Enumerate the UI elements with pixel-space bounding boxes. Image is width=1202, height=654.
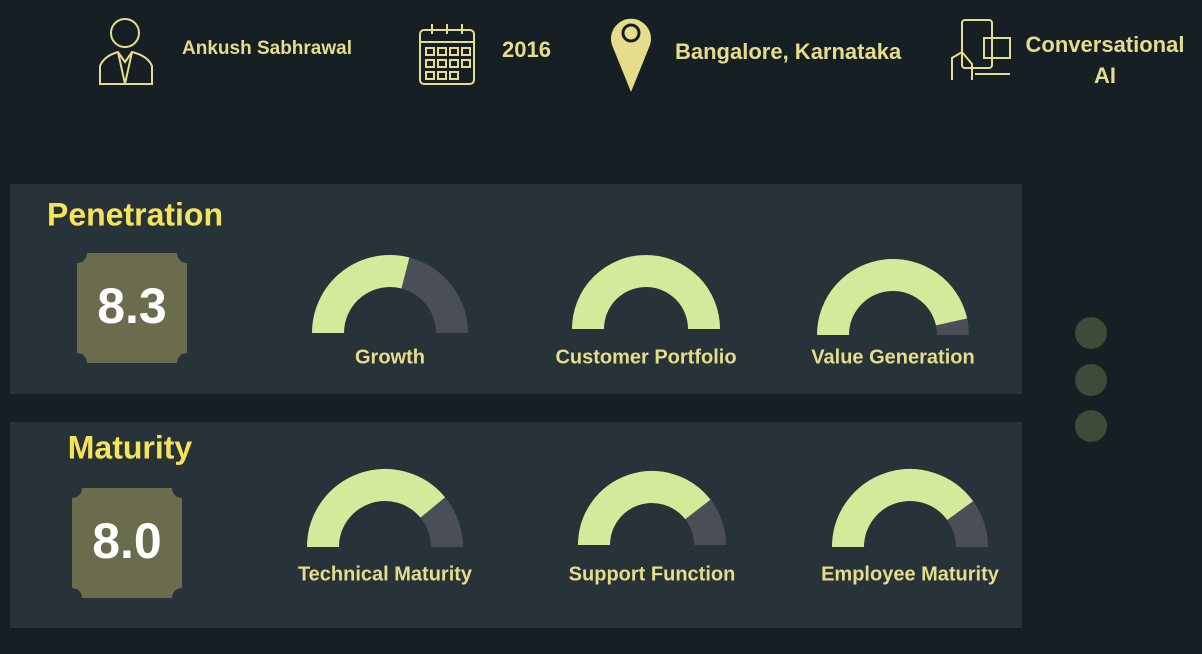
score-box <box>77 253 187 363</box>
gauge-fill <box>307 469 446 548</box>
ai-icon <box>951 19 1011 80</box>
location: Bangalore, Karnataka <box>675 39 902 64</box>
score-box <box>72 488 182 598</box>
year: 2016 <box>502 37 551 62</box>
calendar-icon <box>419 24 475 85</box>
gauge-label: Support Function <box>569 563 736 585</box>
section-title: Maturity <box>68 429 193 465</box>
gauge-fill <box>578 471 711 546</box>
gauge-fill <box>572 255 720 330</box>
score: 8.0 <box>92 513 162 569</box>
gauge-label: Value Generation <box>811 346 974 368</box>
location-icon <box>610 18 651 93</box>
gauge-label: Customer Portfolio <box>555 346 736 368</box>
score: 8.3 <box>97 278 167 334</box>
gauge-label: Employee Maturity <box>821 563 1000 585</box>
gauge-label: Growth <box>355 346 425 368</box>
page-dot[interactable] <box>1075 317 1107 349</box>
person-icon <box>99 18 153 85</box>
domain: Conversational AI <box>1025 32 1185 88</box>
gauge-fill <box>832 469 974 548</box>
gauge-fill <box>312 255 410 334</box>
page-dot[interactable] <box>1075 364 1107 396</box>
gauge-label: Technical Maturity <box>298 563 473 585</box>
section-title: Penetration <box>47 196 223 232</box>
name: Ankush Sabhrawal <box>182 38 352 59</box>
gauge-fill <box>817 259 968 336</box>
page-dot[interactable] <box>1075 410 1107 442</box>
